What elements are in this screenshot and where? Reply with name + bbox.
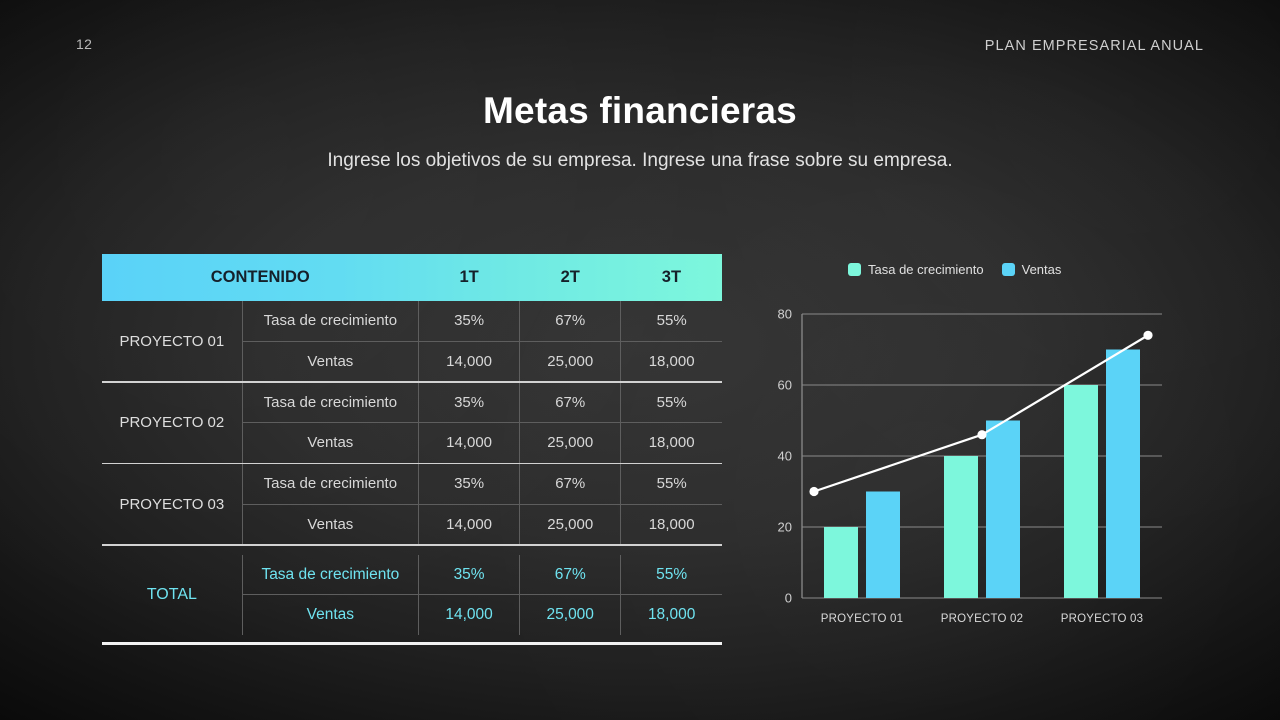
y-axis-tick-label: 40 [778, 449, 792, 464]
chart-bar [986, 420, 1020, 598]
value-q1: 14,000 [418, 594, 521, 635]
column-header-q3: 3T [661, 268, 682, 286]
table-bottom-rule [102, 641, 722, 646]
value-q2: 25,000 [519, 504, 622, 545]
chart-container: Tasa de crecimiento Ventas 0 20 40 60 80 PROYE… [760, 256, 1190, 646]
value-q1: 35% [418, 464, 521, 505]
total-row-label: TOTAL [102, 554, 243, 635]
value-q3: 18,000 [648, 515, 695, 533]
legend-swatch-icon [1001, 263, 1015, 276]
value-q1: 35% [418, 301, 521, 342]
table-row: TOTAL Tasa de crecimiento 35% 67% 55% [102, 554, 722, 635]
value-q1: 35% [418, 382, 521, 424]
table-row: Ventas 14,000 25,000 18,000 [102, 341, 722, 381]
financial-table: CONTENIDO 1T 2T 3T PROYECTO 01 Tasa de cr… [102, 254, 722, 635]
value-q3: 18,000 [648, 434, 695, 452]
chart-bar [944, 456, 978, 598]
value-q3: 55% [620, 301, 722, 342]
legend-item[interactable]: Ventas [1001, 262, 1062, 277]
table-header: CONTENIDO 1T 2T 3T [102, 254, 722, 301]
group-separator-line [102, 381, 722, 383]
page-subtitle: Ingrese los objetivos de su empresa. Ing… [327, 150, 953, 171]
table-row: Ventas 14,000 25,000 18,000 [102, 594, 722, 635]
column-header-q1: 1T [459, 268, 479, 286]
metric-name: Ventas [242, 341, 420, 381]
value-q3: 55% [620, 464, 722, 505]
total-gap [102, 546, 722, 555]
legend-label: Ventas [1021, 262, 1062, 277]
legend-swatch-icon [848, 263, 861, 276]
chart-bar [1064, 385, 1098, 598]
chart-bar [866, 491, 900, 598]
value-q3: 18,000 [648, 352, 695, 370]
deck-title: PLAN EMPRESARIAL ANUAL [984, 38, 1204, 54]
table-row: PROYECTO 03 Tasa de crecimiento 35% 67% 55% [102, 464, 722, 545]
x-axis-tick-label: PROYECTO 03 [1061, 613, 1144, 625]
metric-name: Tasa de crecimiento [242, 464, 420, 505]
y-axis-tick-label: 0 [785, 591, 792, 606]
value-q2: 25,000 [519, 422, 622, 463]
chart-bar [1106, 349, 1140, 598]
column-header-q2: 2T [560, 268, 580, 286]
metric-name: Ventas [242, 504, 420, 545]
table-row: Ventas 14,000 25,000 18,000 [102, 504, 722, 545]
page-title: Metas financieras [483, 90, 797, 131]
chart-line-marker [809, 486, 819, 497]
column-header-contenido: CONTENIDO [210, 268, 310, 286]
chart-plot: 0 20 40 60 80 PROYECTO 01 PROYECTO 02 PROYECTO … [778, 307, 1162, 625]
x-axis-tick-label: PROYECTO 01 [821, 613, 904, 625]
page-number: 12 [76, 36, 93, 52]
value-q3: 55% [620, 382, 722, 424]
value-q1: 14,000 [418, 422, 521, 463]
chart-bar [824, 527, 858, 598]
financial-table-container: CONTENIDO 1T 2T 3T PROYECTO 01 Tasa de cr… [102, 254, 722, 646]
project-label: PROYECTO 03 [102, 464, 243, 545]
table-row: Ventas 14,000 25,000 18,000 [102, 422, 722, 463]
metric-name: Tasa de crecimiento [242, 382, 420, 424]
group-separator-line [102, 544, 722, 546]
metric-name: Tasa de crecimiento [242, 554, 420, 596]
value-q2: 25,000 [519, 594, 622, 635]
project-label: PROYECTO 02 [102, 382, 243, 463]
value-q2: 25,000 [519, 341, 622, 381]
chart-legend: Tasa de crecimiento Ventas [848, 262, 1061, 277]
metric-name: Tasa de crecimiento [242, 301, 420, 342]
y-axis-tick-label: 20 [778, 520, 792, 535]
value-q2: 67% [519, 382, 622, 424]
table-row: PROYECTO 02 Tasa de crecimiento 35% 67% 55% [102, 382, 722, 463]
group-separator-line [102, 462, 722, 465]
metric-name: Ventas [242, 594, 420, 635]
x-axis-tick-label: PROYECTO 02 [941, 613, 1024, 625]
value-q2: 67% [519, 464, 622, 505]
table-row: PROYECTO 01 Tasa de crecimiento 35% 67% 55% [102, 301, 722, 381]
value-q3: 55% [620, 554, 722, 596]
value-q1: 14,000 [418, 504, 521, 545]
legend-item[interactable]: Tasa de crecimiento [848, 262, 984, 277]
group-separator [102, 544, 722, 546]
chart-line-marker [1143, 330, 1153, 340]
group-separator [102, 462, 722, 465]
metric-name: Ventas [242, 422, 420, 463]
group-separator [102, 381, 722, 383]
chart-line-marker [977, 430, 987, 440]
table-body: PROYECTO 01 Tasa de crecimiento 35% 67% 55% V… [102, 301, 722, 635]
y-axis-tick-label: 60 [778, 378, 792, 393]
table-header-row: CONTENIDO 1T 2T 3T [102, 254, 722, 301]
value-q2: 67% [519, 301, 622, 342]
value-q2: 67% [519, 554, 622, 596]
value-q1: 35% [418, 554, 521, 596]
legend-label: Tasa de crecimiento [868, 262, 984, 277]
y-axis-tick-label: 80 [778, 307, 792, 322]
value-q3: 18,000 [647, 606, 696, 624]
value-q1: 14,000 [418, 341, 521, 381]
project-label: PROYECTO 01 [102, 301, 243, 381]
